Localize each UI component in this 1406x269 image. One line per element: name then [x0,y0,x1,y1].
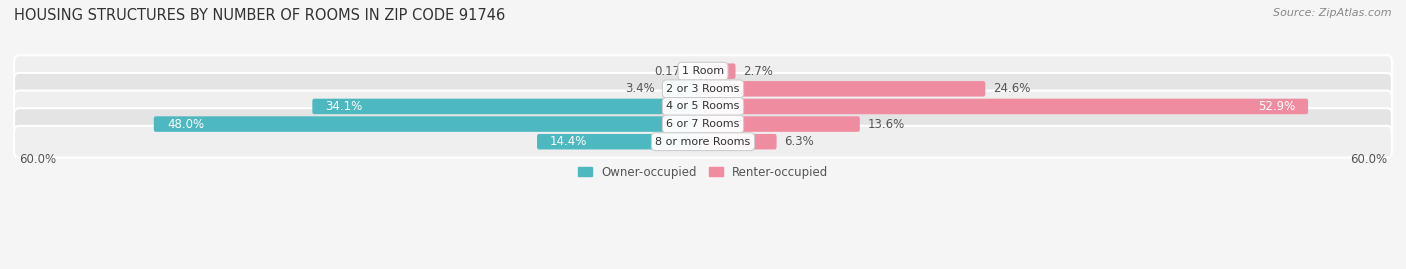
FancyBboxPatch shape [14,55,1392,87]
FancyBboxPatch shape [537,134,704,150]
FancyBboxPatch shape [153,116,704,132]
Text: 1 Room: 1 Room [682,66,724,76]
FancyBboxPatch shape [14,91,1392,122]
FancyBboxPatch shape [662,81,704,97]
Text: 6 or 7 Rooms: 6 or 7 Rooms [666,119,740,129]
FancyBboxPatch shape [312,99,704,114]
Text: 2.7%: 2.7% [742,65,773,78]
Text: Source: ZipAtlas.com: Source: ZipAtlas.com [1274,8,1392,18]
Text: 0.17%: 0.17% [655,65,692,78]
Text: 60.0%: 60.0% [18,153,56,166]
FancyBboxPatch shape [702,63,735,79]
Text: 8 or more Rooms: 8 or more Rooms [655,137,751,147]
Text: 6.3%: 6.3% [785,135,814,148]
Text: 48.0%: 48.0% [167,118,204,130]
FancyBboxPatch shape [702,116,860,132]
FancyBboxPatch shape [14,73,1392,105]
FancyBboxPatch shape [14,108,1392,140]
FancyBboxPatch shape [14,126,1392,158]
Text: 3.4%: 3.4% [626,82,655,95]
Text: 52.9%: 52.9% [1258,100,1295,113]
Legend: Owner-occupied, Renter-occupied: Owner-occupied, Renter-occupied [572,161,834,183]
Text: 2 or 3 Rooms: 2 or 3 Rooms [666,84,740,94]
Text: 13.6%: 13.6% [868,118,904,130]
Text: 14.4%: 14.4% [550,135,588,148]
Text: 24.6%: 24.6% [993,82,1031,95]
FancyBboxPatch shape [702,81,986,97]
FancyBboxPatch shape [702,134,776,150]
FancyBboxPatch shape [702,99,1308,114]
Text: 34.1%: 34.1% [325,100,363,113]
FancyBboxPatch shape [699,63,704,79]
Text: 4 or 5 Rooms: 4 or 5 Rooms [666,101,740,111]
Text: HOUSING STRUCTURES BY NUMBER OF ROOMS IN ZIP CODE 91746: HOUSING STRUCTURES BY NUMBER OF ROOMS IN… [14,8,505,23]
Text: 60.0%: 60.0% [1350,153,1388,166]
